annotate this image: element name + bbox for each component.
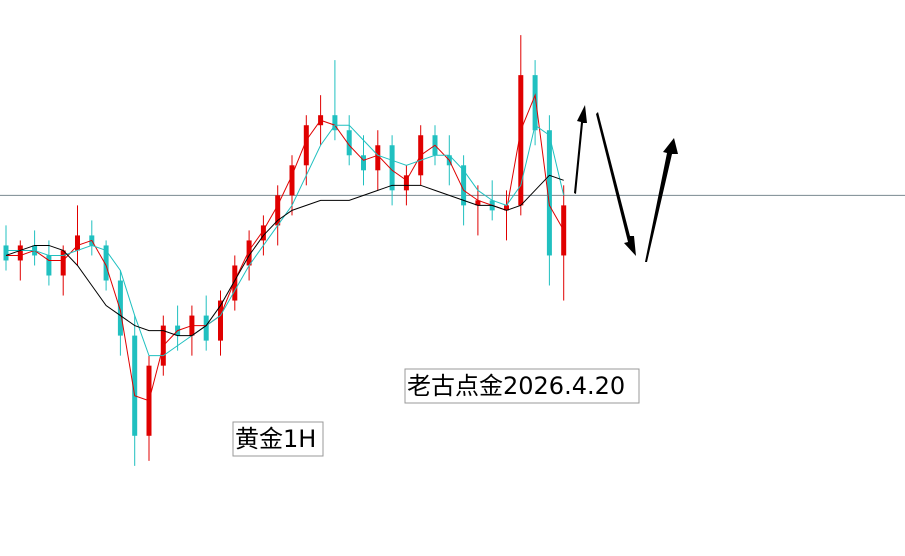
annotation: 黄金1H: [235, 425, 316, 453]
candle-body: [389, 145, 395, 191]
candle-body: [518, 75, 524, 206]
candle-body: [17, 245, 23, 261]
candle-body: [546, 130, 552, 256]
candle-body: [260, 225, 266, 241]
arrows: [574, 105, 678, 262]
candle-body: [132, 335, 138, 436]
candle-body: [532, 75, 538, 131]
candle-body: [232, 265, 238, 301]
candle-body: [46, 255, 52, 276]
label-box: [404, 368, 640, 404]
candle-body: [103, 245, 109, 281]
candle-body: [203, 315, 209, 341]
candle-body: [375, 145, 381, 171]
candle-body: [75, 235, 80, 251]
candle-body: [117, 280, 123, 336]
candle-body: [403, 175, 409, 191]
candle-body: [246, 240, 252, 266]
arrow: [645, 138, 678, 262]
candle-body: [332, 115, 338, 131]
candle-body: [3, 245, 9, 261]
candle-body: [218, 300, 223, 341]
candle-body: [346, 130, 352, 156]
candle-body: [275, 195, 281, 226]
moving-average: [5, 174, 564, 337]
arrow: [574, 105, 587, 194]
candle-body: [60, 250, 66, 276]
annotation: 老古点金2026.4.20: [407, 372, 625, 400]
moving-average: [6, 93, 565, 402]
label-box: [232, 421, 324, 457]
candle-body: [289, 165, 295, 196]
candle-body: [461, 165, 467, 206]
candle-body: [303, 125, 309, 166]
arrow: [596, 112, 636, 256]
annotation-box: 黄金1H: [232, 421, 324, 457]
candle-body: [475, 200, 481, 206]
candle-body: [361, 155, 366, 171]
annotation-box: 老古点金2026.4.20: [404, 368, 640, 404]
